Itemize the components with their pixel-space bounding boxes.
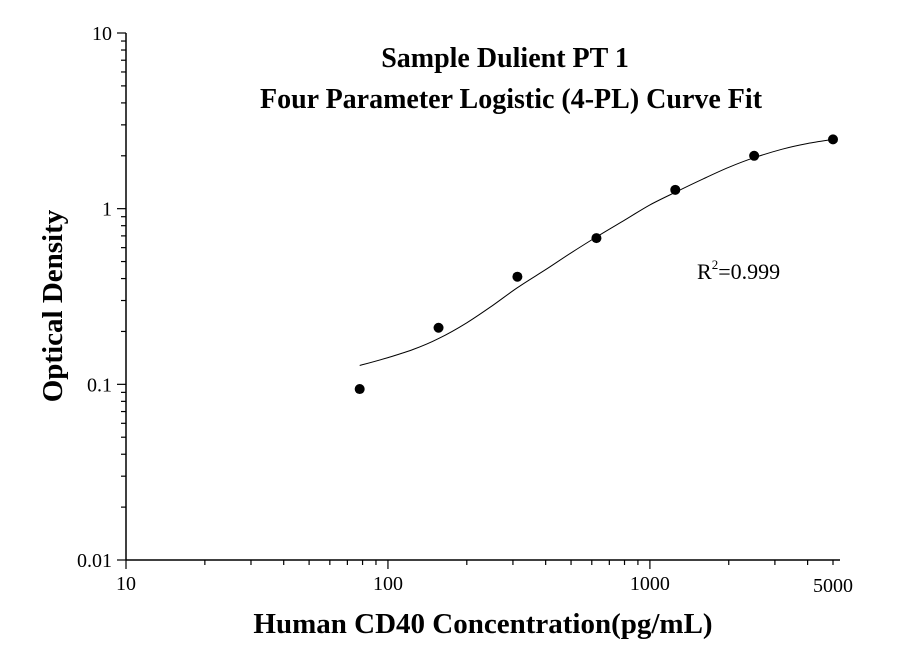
- data-point: [670, 184, 681, 195]
- y-tick-label: 0.01: [77, 550, 112, 572]
- r-squared-annotation: R2=0.999: [697, 257, 780, 284]
- r-squared-superscript: 2: [712, 257, 719, 272]
- x-axis-label: Human CD40 Concentration(pg/mL): [253, 608, 712, 640]
- x-tick-label: 100: [373, 573, 403, 595]
- data-point: [433, 322, 444, 333]
- x-tick-label: 5000: [813, 575, 853, 597]
- y-axis-label: Optical Density: [37, 209, 69, 402]
- data-point: [354, 384, 365, 395]
- x-axis-ticks: [125, 560, 834, 569]
- x-tick-label: 10: [116, 573, 136, 595]
- data-point: [512, 271, 523, 282]
- y-tick-label: 10: [92, 23, 112, 45]
- y-axis-ticks: [117, 32, 126, 561]
- data-point: [749, 150, 760, 161]
- data-point: [591, 233, 602, 244]
- x-axis-tick-labels: 10 100 1000 5000: [116, 573, 853, 597]
- chart-title: Sample Dulient PT 1: [381, 43, 629, 74]
- y-tick-label: 1: [102, 199, 112, 221]
- fit-curve-line: [359, 138, 834, 366]
- x-tick-label: 1000: [630, 573, 670, 595]
- chart-subtitle: Four Parameter Logistic (4-PL) Curve Fit: [260, 84, 763, 115]
- r-squared-prefix: R: [697, 259, 712, 284]
- y-tick-label: 0.1: [87, 374, 112, 396]
- data-points: [354, 134, 838, 395]
- y-axis-tick-labels: 0.01 0.1 1 10: [77, 23, 112, 572]
- axes: [125, 33, 840, 561]
- data-point: [828, 134, 838, 145]
- r-squared-value: =0.999: [718, 259, 780, 284]
